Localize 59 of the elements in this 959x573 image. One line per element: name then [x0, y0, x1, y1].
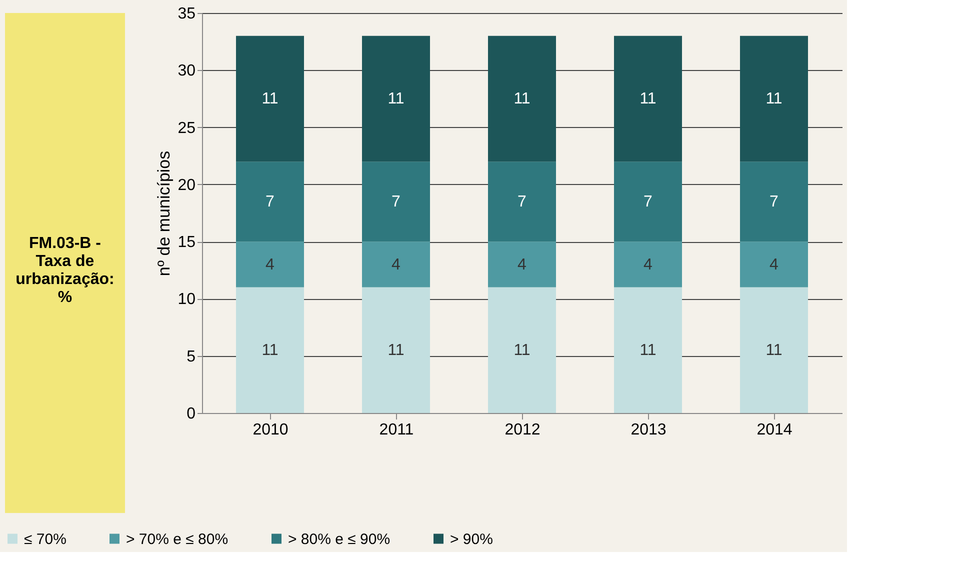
data-label: 11: [766, 90, 782, 108]
data-label: 7: [770, 194, 779, 211]
x-tick-label: 2012: [504, 422, 540, 438]
data-label: 4: [518, 256, 527, 274]
data-label: 7: [518, 194, 527, 211]
bar: [362, 287, 430, 413]
bar: [740, 287, 808, 413]
data-label: 4: [266, 256, 275, 274]
bar: [362, 36, 430, 162]
bar: [740, 36, 808, 162]
legend-label: > 70% e ≤ 80%: [126, 530, 228, 548]
data-label: 11: [514, 90, 530, 108]
data-label: 7: [266, 194, 275, 211]
data-label: 7: [392, 194, 401, 211]
data-label: 11: [766, 342, 782, 360]
x-tick-label: 2013: [630, 422, 666, 438]
bar: [488, 162, 556, 242]
text: FM.03-B - Taxa de urbanização: %: [16, 235, 114, 306]
legend-label: > 90%: [450, 530, 493, 548]
bar: [614, 36, 682, 162]
data-label: 11: [388, 342, 404, 360]
bar: [236, 242, 304, 288]
data-label: 11: [262, 342, 278, 360]
y-tick-label: 5: [186, 348, 196, 366]
data-label: 11: [640, 90, 656, 108]
bar: [236, 287, 304, 413]
y-tick-label: 20: [178, 176, 196, 194]
data-label: 11: [388, 90, 404, 108]
data-label: 11: [514, 342, 530, 360]
data-label: 7: [644, 194, 653, 211]
bar: [236, 36, 304, 162]
x-tick-label: 2010: [252, 422, 288, 438]
bar: [740, 242, 808, 288]
bar: [362, 242, 430, 288]
y-tick-label: 0: [186, 406, 196, 422]
bar: [614, 242, 682, 288]
bar: [488, 287, 556, 413]
y-axis-title: nº de municípios: [154, 150, 174, 276]
x-tick-label: 2014: [756, 422, 792, 438]
legend-label: ≤ 70%: [24, 530, 66, 548]
data-label: 11: [640, 342, 656, 360]
data-label: 4: [644, 256, 653, 274]
bar: [362, 162, 430, 242]
y-tick-label: 35: [178, 6, 196, 22]
y-tick-label: 30: [178, 62, 196, 80]
bar: [488, 36, 556, 162]
bar: [614, 162, 682, 242]
bar: [614, 287, 682, 413]
data-label: 4: [770, 256, 779, 274]
y-tick-label: 15: [178, 234, 196, 252]
legend-label: > 80% e ≤ 90%: [288, 530, 390, 548]
bar: [236, 162, 304, 242]
data-label: 4: [392, 256, 401, 274]
bar: [488, 242, 556, 288]
y-tick-label: 10: [178, 291, 196, 308]
bar: [740, 162, 808, 242]
x-tick-label: 2011: [379, 422, 414, 438]
y-tick-label: 25: [178, 120, 196, 137]
data-label: 11: [262, 90, 278, 108]
